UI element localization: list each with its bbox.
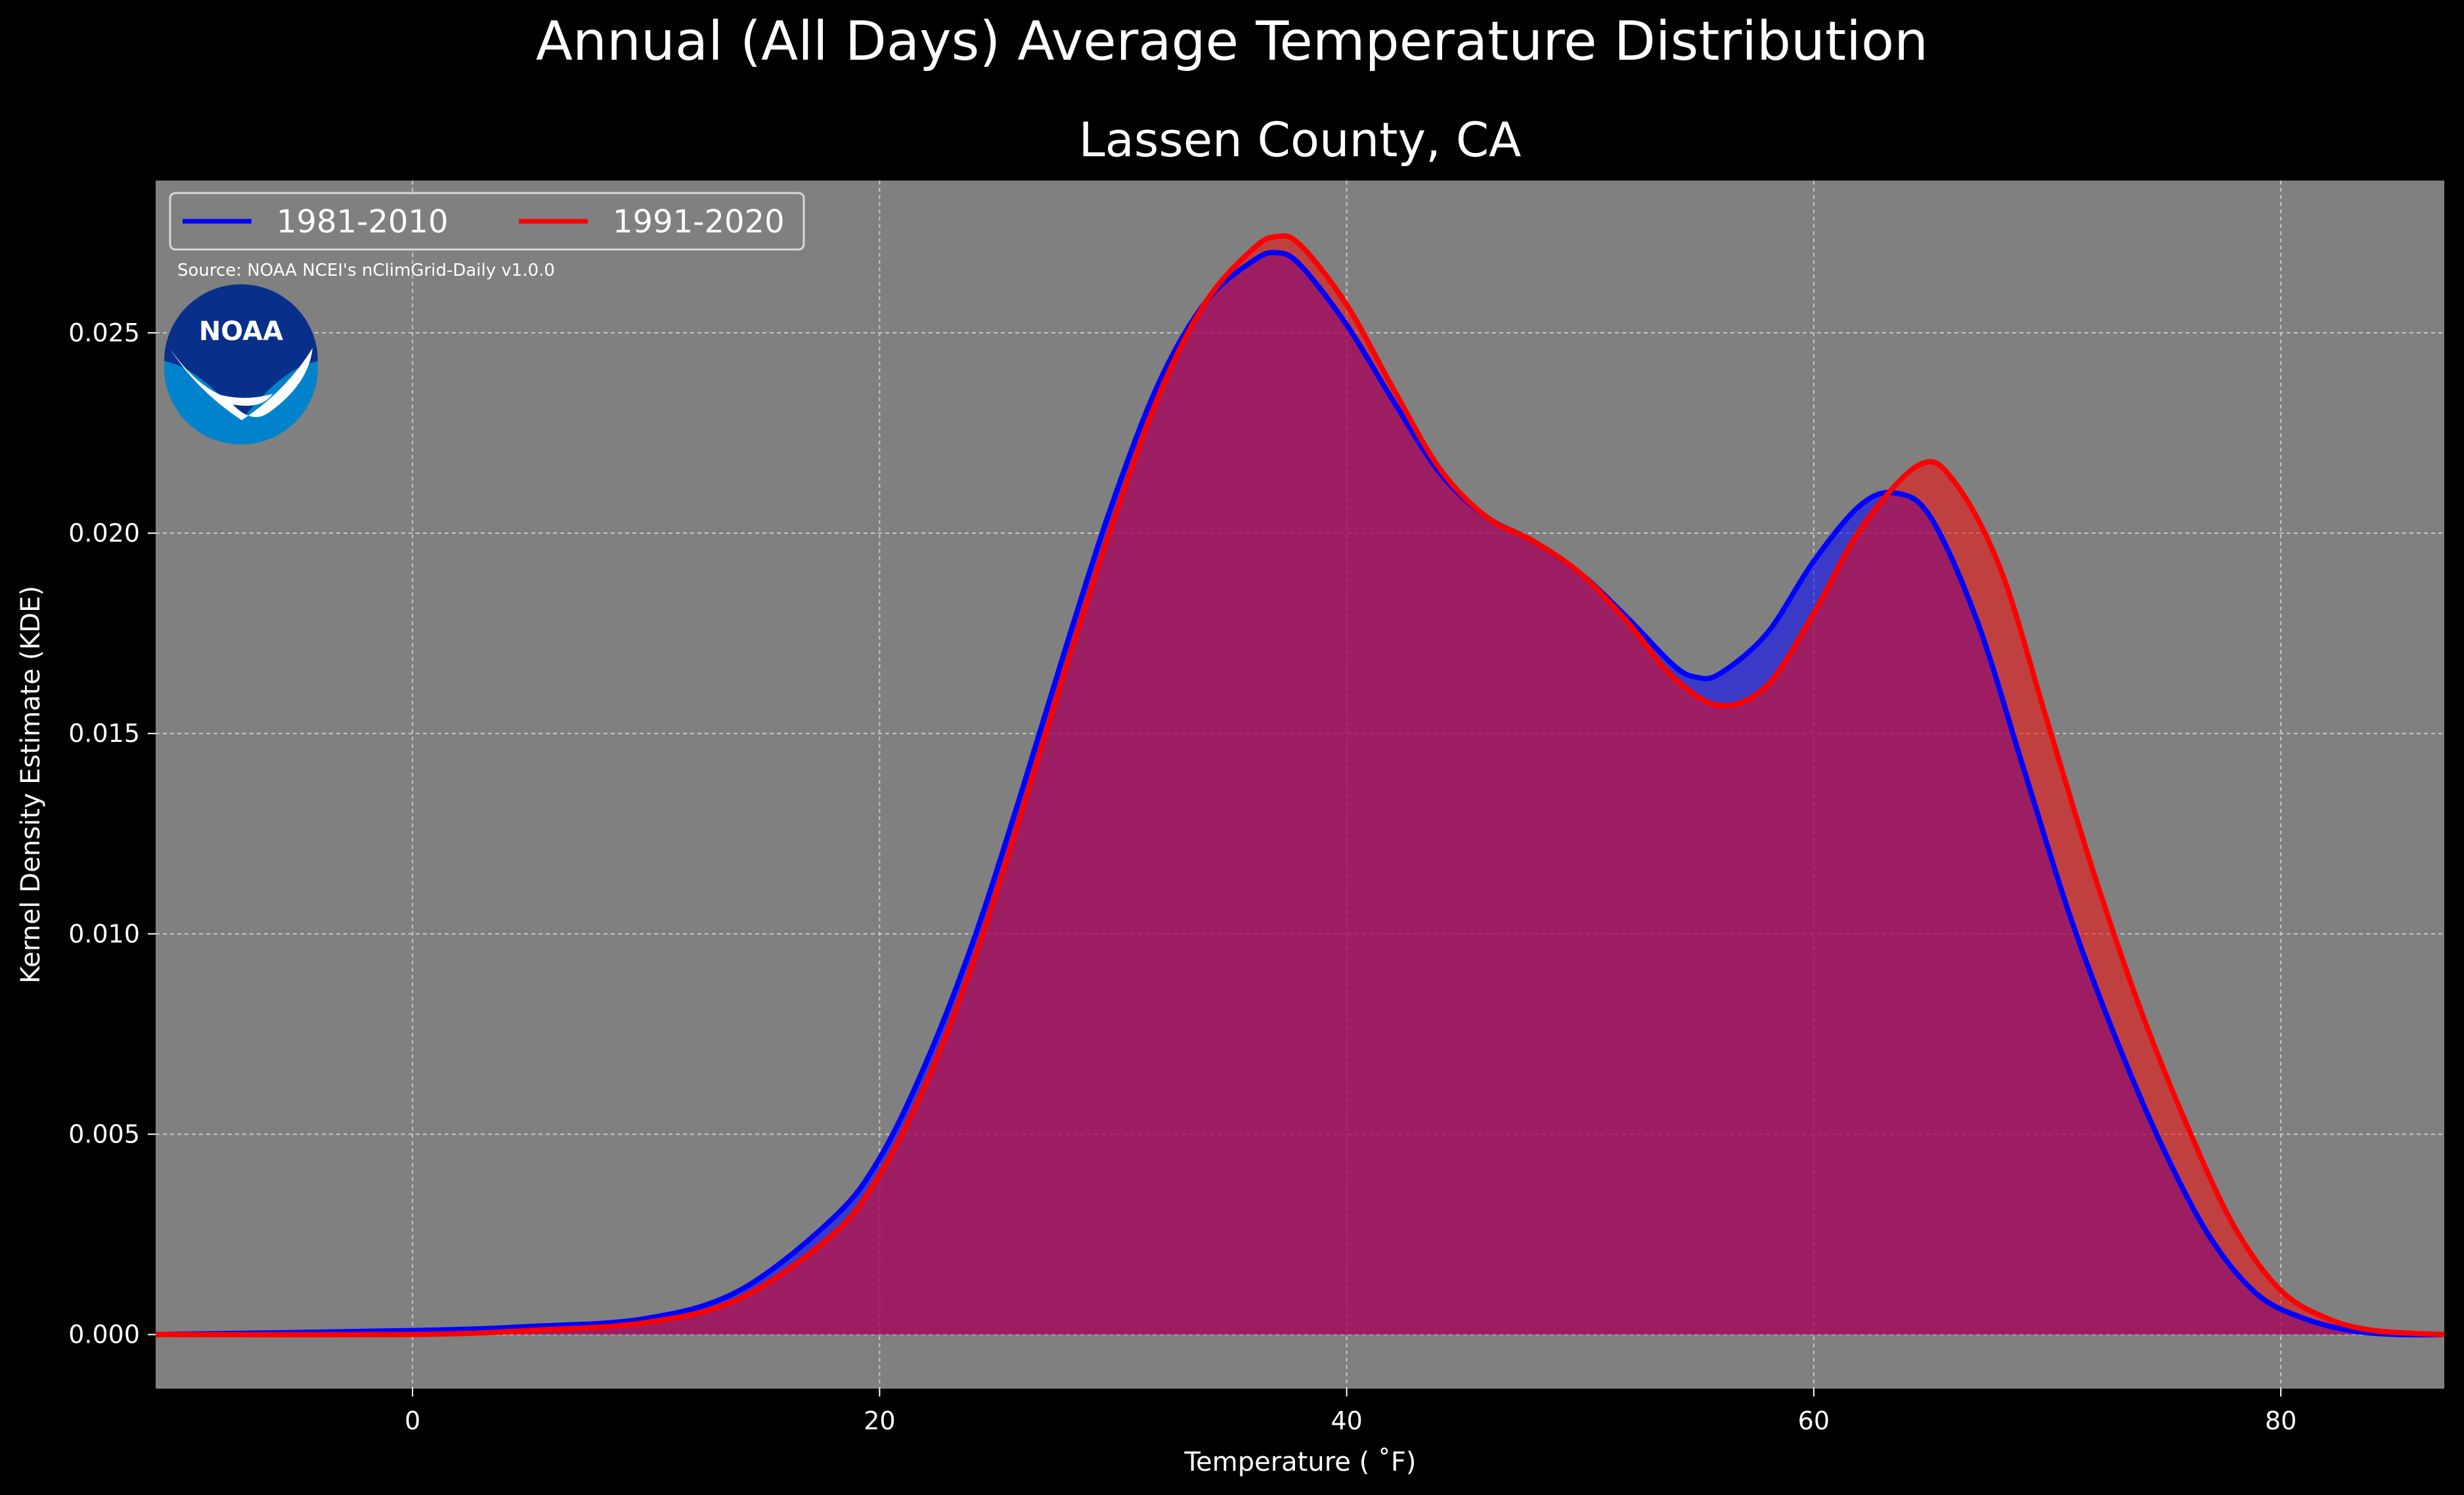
y-tick-label: 0.010 (68, 919, 140, 948)
figure-suptitle: Annual (All Days) Average Temperature Di… (535, 11, 1929, 73)
y-tick-label: 0.015 (68, 719, 140, 748)
noaa-logo-upper (164, 284, 318, 420)
noaa-logo-text: NOAA (199, 316, 283, 347)
x-tick-label: 80 (2265, 1406, 2297, 1435)
x-tick-label: 60 (1798, 1406, 1830, 1435)
legend: 1981-2010 1991-2020 (169, 192, 805, 251)
series-fills (156, 236, 2444, 1335)
x-tick-label: 0 (405, 1406, 420, 1435)
axis-ticks: 0 20 40 60 80 0.000 0.005 0.010 0.015 0.020 0.025 (68, 318, 2297, 1435)
legend-label-1991-2020: 1991-2020 (613, 204, 785, 240)
chart-title: Lassen County, CA (1078, 112, 1522, 167)
noaa-logo: NOAA (164, 284, 318, 444)
y-tick-label: 0.000 (68, 1320, 140, 1349)
y-axis-label: Kernel Density Estimate (KDE) (16, 586, 46, 984)
series-fill-1991-2020 (156, 236, 2444, 1335)
source-note: Source: NOAA NCEI's nClimGrid-Daily v1.0… (177, 261, 555, 280)
x-axis-label: Temperature ( ˚F) (1183, 1447, 1416, 1477)
series-lines (155, 233, 2445, 1338)
noaa-logo-gull (169, 348, 313, 420)
legend-box (169, 192, 805, 251)
y-tick-label: 0.005 (68, 1119, 140, 1148)
noaa-logo-gull-tail (217, 394, 273, 406)
y-tick-label: 0.020 (68, 519, 140, 548)
y-tick-label: 0.025 (68, 318, 140, 347)
legend-label-1981-2010: 1981-2010 (276, 204, 449, 240)
x-tick-label: 40 (1331, 1406, 1362, 1435)
x-tick-label: 20 (864, 1406, 895, 1435)
series-line-1991-2020 (155, 233, 2445, 1338)
